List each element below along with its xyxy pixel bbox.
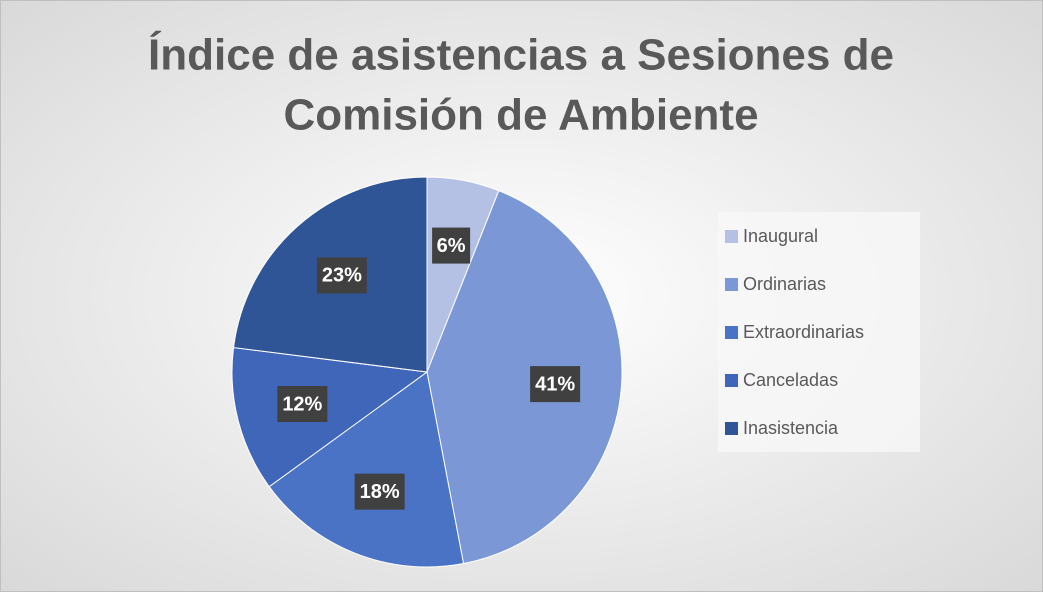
data-label-box [354,473,405,510]
data-label: 23% [322,265,362,287]
data-label-box [432,227,471,264]
data-label-box [277,386,328,423]
pie-slice [426,190,623,565]
data-label: 6% [437,235,466,257]
pie-slice [231,347,429,488]
legend-swatch [725,278,738,291]
legend-label: Canceladas [743,370,838,390]
legend-swatch [725,374,738,387]
legend-label: Extraordinarias [743,322,864,342]
chart-title: Comisión de Ambiente [283,91,758,140]
legend-box [718,212,920,452]
data-label: 12% [282,393,322,415]
data-label-box [530,366,581,403]
legend-label: Inaugural [743,226,818,246]
legend-label: Ordinarias [743,274,826,294]
data-label: 41% [535,373,575,395]
pie-slice [268,371,465,568]
legend-swatch [725,422,738,435]
legend-swatch [725,326,738,339]
data-label: 18% [360,481,400,503]
legend-swatch [725,230,738,243]
legend-label: Inasistencia [743,418,839,438]
data-label-box [316,257,367,294]
chart-title: Índice de asistencias a Sesiones de [148,30,894,80]
